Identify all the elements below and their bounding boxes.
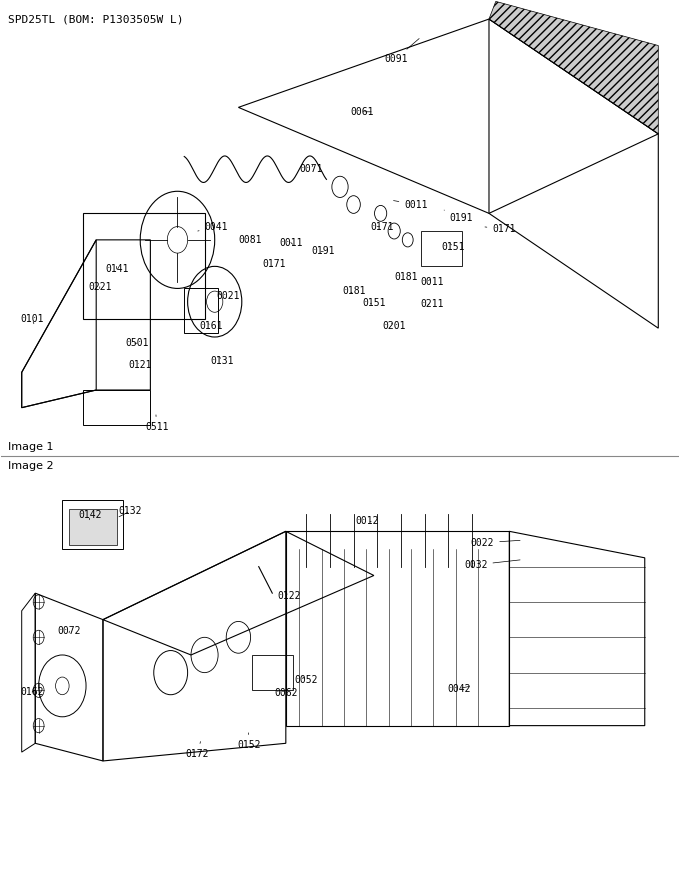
Text: Image 2: Image 2: [8, 461, 54, 470]
Text: 0152: 0152: [237, 733, 260, 750]
Text: 0041: 0041: [198, 222, 228, 231]
Bar: [252, 655, 292, 690]
Text: 0511: 0511: [145, 415, 169, 432]
Text: 0011: 0011: [420, 277, 443, 287]
Text: 0172: 0172: [186, 742, 209, 759]
Text: Image 1: Image 1: [8, 442, 54, 452]
Text: 0161: 0161: [199, 322, 222, 331]
Text: 0012: 0012: [356, 516, 379, 525]
Text: 0042: 0042: [447, 683, 471, 694]
Text: 0181: 0181: [394, 272, 418, 282]
Text: 0151: 0151: [362, 299, 386, 308]
Bar: [63, 501, 123, 549]
Text: 0221: 0221: [88, 282, 112, 291]
Text: 0171: 0171: [262, 259, 286, 268]
Text: 0191: 0191: [444, 210, 473, 222]
Text: 0011: 0011: [279, 237, 303, 247]
Text: 0132: 0132: [118, 506, 142, 517]
Text: 0011: 0011: [394, 199, 428, 209]
Text: 0121: 0121: [129, 361, 152, 370]
Text: 0142: 0142: [78, 510, 101, 520]
Text: 0201: 0201: [382, 322, 405, 331]
Text: 0131: 0131: [210, 356, 233, 366]
Text: 0162: 0162: [20, 687, 44, 697]
Text: 0061: 0061: [350, 107, 373, 117]
Text: 0151: 0151: [441, 242, 465, 252]
Text: 0062: 0062: [274, 688, 298, 698]
Text: 0141: 0141: [105, 264, 129, 274]
Text: 0081: 0081: [239, 235, 262, 245]
Text: 0171: 0171: [485, 224, 516, 234]
Text: SPD25TL (BOM: P1303505W L): SPD25TL (BOM: P1303505W L): [8, 15, 184, 25]
Bar: [83, 214, 205, 319]
Text: 0122: 0122: [277, 591, 301, 601]
Text: 0171: 0171: [371, 222, 394, 231]
Text: 0101: 0101: [20, 315, 44, 324]
Bar: [184, 289, 218, 332]
Text: 0071: 0071: [299, 164, 323, 175]
Text: 0181: 0181: [343, 286, 367, 296]
Text: 0032: 0032: [464, 560, 520, 570]
Text: 0211: 0211: [420, 299, 443, 309]
Bar: [422, 231, 462, 267]
Polygon shape: [489, 2, 658, 134]
Text: 0022: 0022: [471, 538, 520, 548]
Text: 0072: 0072: [58, 626, 81, 636]
Text: 0191: 0191: [311, 246, 335, 256]
Text: 0052: 0052: [294, 675, 318, 685]
Text: 0501: 0501: [125, 338, 149, 348]
Bar: [69, 509, 116, 545]
Text: 0021: 0021: [217, 291, 240, 300]
Text: 0091: 0091: [384, 38, 419, 64]
